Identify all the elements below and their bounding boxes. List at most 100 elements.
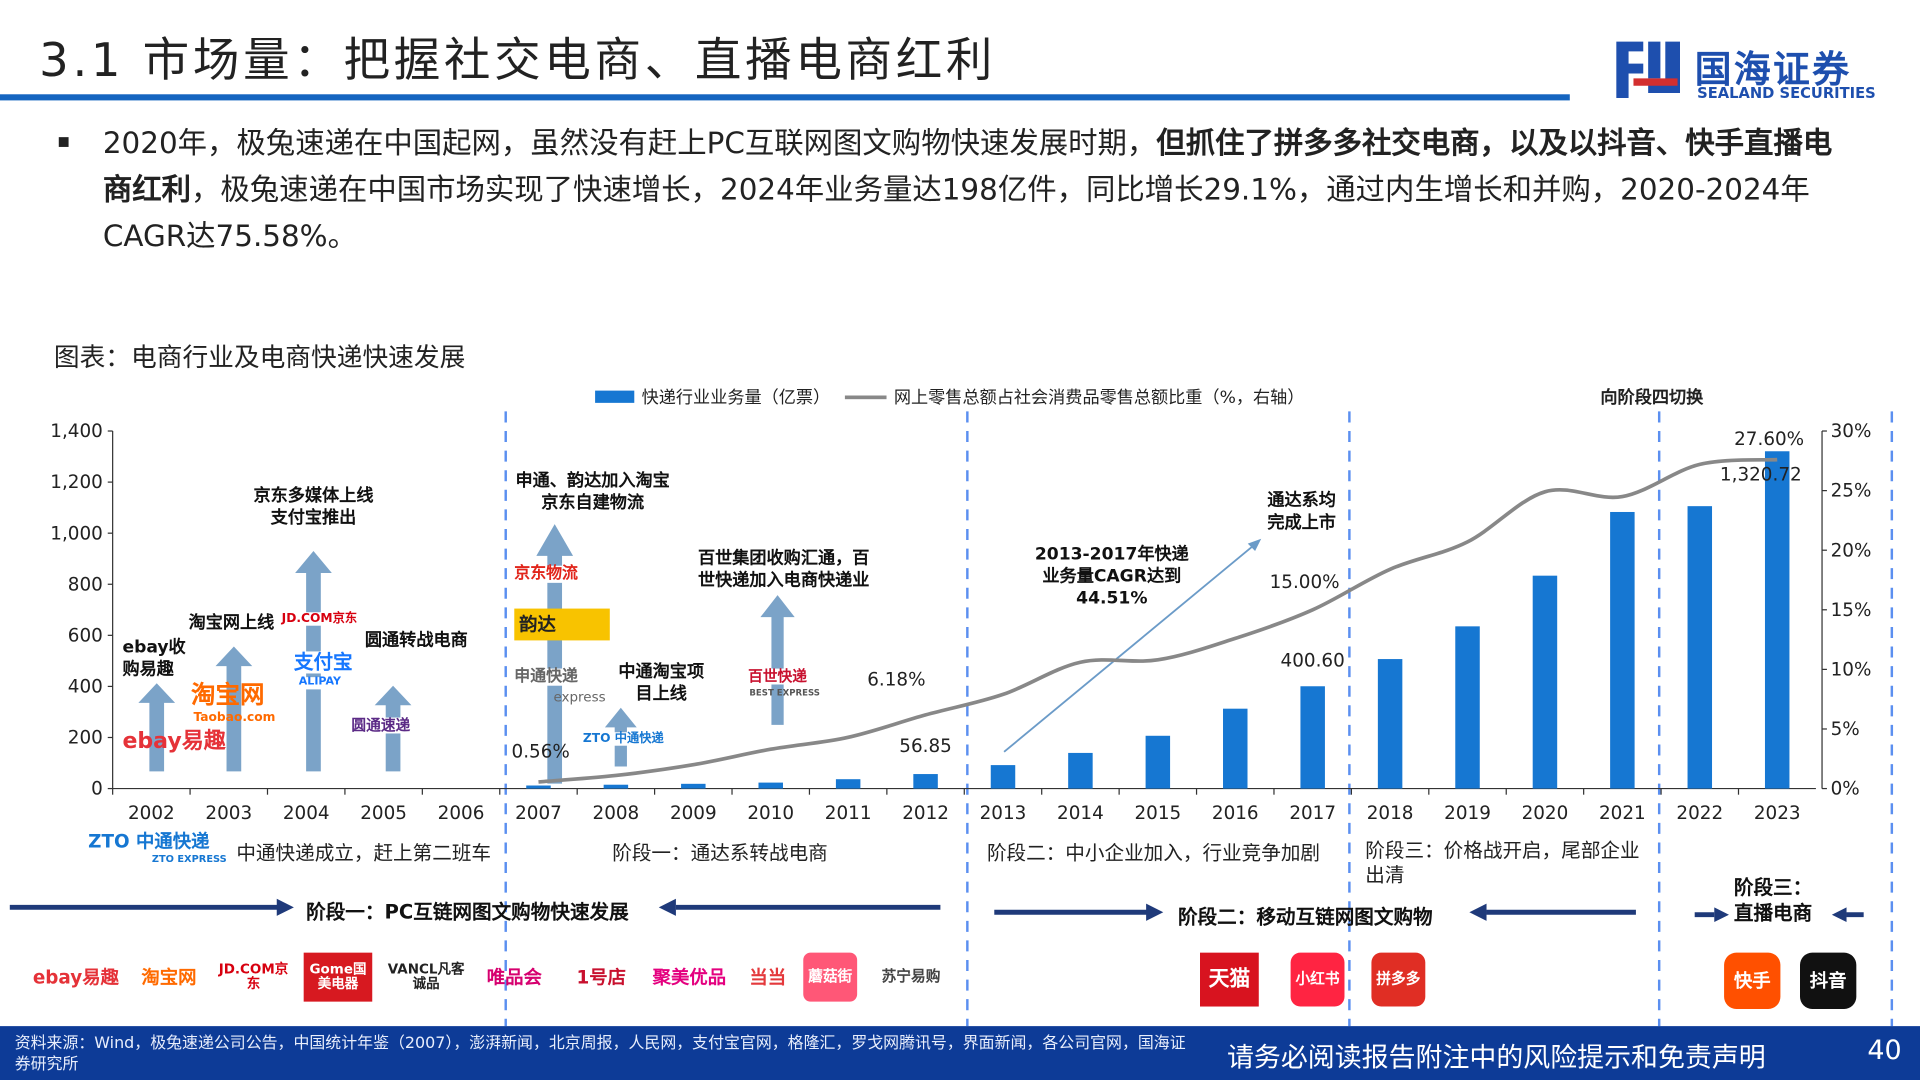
y-left-tick-label: 600 (68, 625, 103, 646)
stage-2: 阶段二：中小企业加入，行业竞争加剧 (986, 841, 1321, 865)
switch-to-stage4-label: 向阶段四切换 (1600, 388, 1704, 408)
legend-bar-label: 快递行业业务量（亿票） (641, 388, 831, 408)
zto-logo-large: ZTO 中通快递 (88, 830, 210, 853)
x-tick-label: 2023 (1754, 803, 1801, 824)
brand-logo: 国海证券 SEALAND SECURITIES (1614, 34, 1883, 107)
x-tick-label: 2022 (1676, 803, 1723, 824)
phase-1-label: 阶段一：PC互链网图文购物快速发展 (306, 900, 629, 924)
bullet-text-bold: 但抓住了拼多多社交电商，以及以抖音、快手直播电商红利 (102, 126, 1833, 207)
annotation-cagr: 2013-2017年快递 业务量CAGR达到 44.51% (1034, 544, 1189, 609)
yto-logo: 圆通速递 (351, 716, 411, 734)
logo-mogujie: 蘑菇街 (803, 952, 858, 1002)
bar-2017 (1300, 686, 1325, 789)
taobao-url: Taobao.com (193, 711, 276, 725)
data-label: 27.60% (1734, 429, 1804, 450)
x-tick-label: 2014 (1057, 803, 1104, 824)
arrow-up-icon (536, 524, 574, 784)
bar-2018 (1377, 659, 1403, 789)
yunda-logo: 韵达 (514, 608, 610, 641)
bar-2021 (1610, 511, 1635, 789)
stage-3: 阶段三：价格战开启，尾部企业出清 (1365, 838, 1640, 887)
zto-en: ZTO EXPRESS (151, 853, 227, 865)
logo-pinduoduo: 拼多多 (1371, 952, 1426, 1007)
y-left-tick-label: 800 (68, 574, 103, 595)
summary-bullet: 2020年，极兔速递在中国起网，虽然没有赶上PC互联网图文购物快速发展时期，但抓… (58, 120, 1859, 260)
logo-douyin: 抖音 (1800, 952, 1857, 1009)
bar-2009 (681, 783, 706, 789)
legend-bar-swatch (595, 390, 635, 403)
bar-2016 (1223, 708, 1248, 789)
data-label: 6.18% (867, 670, 925, 691)
logo-kuaishou: 快手 (1724, 952, 1781, 1009)
data-label: 56.85 (899, 736, 952, 757)
bar-2008 (603, 784, 629, 789)
y-left-tick-label: 0 (91, 779, 103, 800)
alipay-en: ALIPAY (298, 675, 341, 690)
y-right-tick-label: 5% (1831, 719, 1860, 740)
annotation-sto-yunda: 申通、韵达加入淘宝 京东自建物流 (515, 471, 670, 514)
annotation-tongda: 通达系均 完成上市 (1267, 491, 1336, 533)
arrow-head-icon (1247, 538, 1262, 552)
source-note: 资料来源：Wind，极兔速递公司公告，中国统计年鉴（2007），澎湃新闻，北京周… (14, 1034, 1186, 1074)
logo-yhd: 1号店 (576, 965, 626, 988)
legend-line-label: 网上零售总额占社会消费品零售总额比重（%，右轴） (893, 388, 1305, 408)
zto-logo: ZTO 中通快递 (582, 732, 664, 746)
arrow-up-icon (215, 646, 253, 772)
y-right-tick-label: 25% (1831, 481, 1872, 502)
x-tick-label: 2020 (1522, 803, 1569, 824)
annotation-jd-alipay: 京东多媒体上线 支付宝推出 (253, 486, 374, 528)
logo-xiaohongshu: 小红书 (1290, 952, 1345, 1007)
x-tick-label: 2002 (128, 803, 175, 824)
x-tick-label: 2004 (283, 803, 330, 824)
stage-zto-founded: 中通快递成立，赶上第二班车 (236, 841, 492, 865)
bullet-text-2: ，极兔速递在中国市场实现了快速增长，2024年业务量达198亿件，同比增长29.… (102, 172, 1810, 254)
bullet-icon (58, 137, 69, 147)
annotation-taobao: 淘宝网上线 (188, 613, 275, 634)
phase-2-label: 阶段二：移动互链网图文购物 (1177, 904, 1433, 929)
title-divider (0, 94, 1570, 101)
sto-en: express (553, 689, 606, 706)
y-right-tick-label: 10% (1831, 660, 1872, 681)
logo-gome: Gome国美电器 (303, 952, 373, 1002)
y-left-tick-label: 1,000 (50, 523, 103, 544)
y-left-tick-label: 1,400 (50, 421, 103, 442)
x-tick-label: 2016 (1212, 803, 1259, 824)
disclaimer: 请务必阅读报告附注中的风险提示和免责声明 (1226, 1043, 1766, 1074)
bar-2023 (1764, 451, 1790, 789)
bar-2007 (526, 785, 551, 789)
chart-legend: 快递行业业务量（亿票） 网上零售总额占社会消费品零售总额比重（%，右轴） (595, 384, 1304, 408)
best-en: BEST EXPRESS (749, 688, 820, 698)
x-tick-label: 2011 (825, 803, 872, 824)
cagr-arrow (1003, 540, 1260, 753)
annotation-best: 百世集团收购汇通，百 世快递加入电商快递业 (697, 548, 870, 591)
bar-2011 (835, 779, 861, 789)
bar-2012 (913, 774, 938, 789)
x-tick-label: 2013 (980, 803, 1027, 824)
data-label: 15.00% (1270, 572, 1340, 593)
bar-2010 (758, 782, 783, 789)
logo-jumei: 聚美优品 (652, 965, 727, 988)
bar-2020 (1532, 575, 1558, 789)
brand-name-en: SEALAND SECURITIES (1697, 84, 1876, 102)
page-number: 40 (1867, 1035, 1902, 1067)
arrow-up-icon (760, 595, 795, 725)
logo-dangdang: 当当 (749, 965, 787, 988)
page-title: 3.1 市场量：把握社交电商、直播电商红利 (39, 33, 997, 87)
arrow-up-icon (138, 683, 176, 772)
bar-2013 (990, 765, 1016, 789)
logo-vip: 唯品会 (486, 965, 542, 988)
y-right-tick-label: 20% (1831, 540, 1872, 561)
data-label: 400.60 (1281, 651, 1345, 672)
x-tick-label: 2007 (515, 803, 562, 824)
x-tick-label: 2012 (902, 803, 949, 824)
logo-tmall: 天猫 (1200, 952, 1259, 1007)
x-tick-label: 2019 (1444, 803, 1491, 824)
ebay-logo: ebay易趣 (122, 728, 226, 755)
online-retail-share-line (538, 457, 1778, 784)
y-right-tick-label: 30% (1831, 421, 1872, 442)
brand-name-cn: 国海证券 (1694, 48, 1852, 92)
jd-logistics-logo: 京东物流 (514, 564, 578, 584)
x-tick-label: 2003 (205, 803, 252, 824)
x-tick-label: 2009 (670, 803, 717, 824)
